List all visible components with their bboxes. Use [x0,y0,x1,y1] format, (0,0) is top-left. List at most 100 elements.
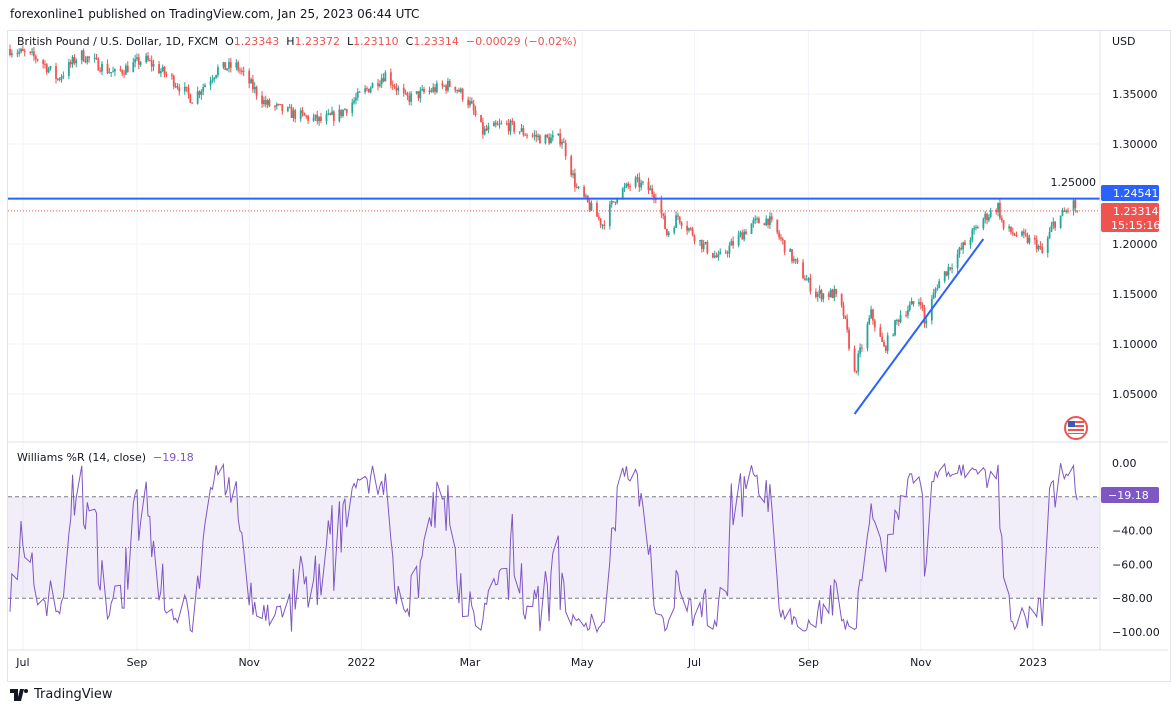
tradingview-logo[interactable]: TradingView [10,687,113,702]
candle [780,234,782,242]
candle [187,84,190,99]
candle [936,284,939,291]
candle-body [237,62,240,71]
candle-body [792,258,795,262]
price-chart[interactable]: USD 1.35000 1.30000 1.25000 1.20000 1.15000 1… [0,0,1176,690]
candle [467,96,470,109]
candle-body [312,117,315,121]
candle [148,58,151,62]
candle-body [737,234,740,246]
candle-body [625,183,628,187]
candle [1076,210,1079,213]
candle [255,85,258,100]
candle-body [448,81,451,87]
candle-body [274,106,276,108]
candle [1000,215,1003,223]
candle [377,78,379,91]
candle [23,48,26,57]
candle [1037,244,1040,252]
candle-body [816,293,819,297]
candle-body [673,227,676,233]
candle-body [93,57,96,59]
candle [1011,227,1014,237]
us-flag-icon[interactable] [1064,416,1088,440]
candle-body [702,243,705,249]
candle [163,66,166,78]
candle-body [358,91,361,93]
candle-body [263,100,265,105]
candle-body [857,353,860,372]
candle-body [912,301,915,305]
change-value: −0.00029 (−0.02%) [465,35,577,48]
candle [711,252,714,259]
candle [165,71,168,78]
candle-body [818,290,821,294]
candle [312,113,315,122]
candle [443,84,446,87]
candle [995,208,998,215]
candle-body [215,75,217,78]
last-price-label: 1.23314 15:15:16 [1101,203,1160,232]
candle-body [544,134,547,144]
candle [353,97,355,105]
candle-body [428,90,431,93]
candle [67,58,70,80]
candle-body [487,126,490,131]
candle [44,60,46,69]
candle [564,139,567,160]
candle-body [739,232,742,235]
candle-body [467,99,470,106]
candle-body [719,251,722,254]
time-tick: Sep [798,656,819,669]
candle-body [853,348,856,372]
candle [573,168,576,192]
williams-title[interactable]: Williams %R (14, close) [17,451,147,464]
candle [314,114,317,122]
candle [428,86,431,95]
candle-body [402,87,405,93]
candle-body [649,188,652,191]
candle [892,333,895,337]
candle [204,83,206,88]
candle-body [535,134,538,138]
candle-body [616,198,619,203]
candle-body [62,75,65,77]
candle [730,238,733,246]
candle-body [445,85,447,91]
candle-body [699,239,701,242]
candle-body [389,72,392,85]
candle-body [404,92,407,94]
candle-body [10,53,13,55]
candle-body [507,123,510,132]
candle [636,173,639,183]
candle [625,182,628,188]
close-value: 1.23314 [413,35,459,48]
candle [870,305,873,320]
candle-body [1010,226,1012,233]
candle-body [561,141,563,145]
candle-body [498,123,501,125]
candle [678,216,681,225]
candle [544,134,547,145]
candle-body [647,181,650,191]
candle [380,73,383,89]
candle-body [715,255,718,258]
candle [139,60,142,67]
candle [213,76,216,83]
candle [767,218,769,229]
candle [200,89,203,100]
candle-body [757,218,760,224]
candle-body [213,77,216,80]
symbol-name[interactable]: British Pound / U.S. Dollar, 1D, FXCM [17,35,219,48]
candle-body [150,60,153,67]
candle [145,52,148,64]
candle-body [608,204,611,227]
candle [815,288,817,299]
candle [174,82,177,88]
trendline[interactable] [853,238,985,415]
candle-body [982,219,985,229]
candle-body [240,70,243,72]
candle-body [228,62,230,69]
candle [402,83,405,97]
candle-body [364,88,367,93]
